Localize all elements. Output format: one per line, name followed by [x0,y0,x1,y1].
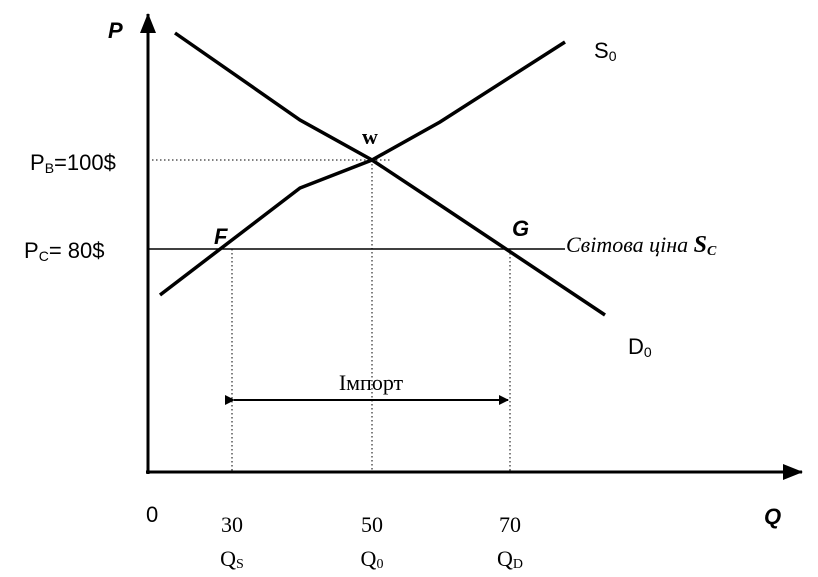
quantity-label: Q0 [361,546,384,572]
import-label: Імпорт [339,370,404,395]
price-subscript: C [39,248,49,264]
quantity-subscript: 0 [376,557,383,572]
quantity-letter: Q [220,546,236,571]
quantity-subscript: S [236,557,244,572]
world-price-text: Світова ціна [566,232,694,257]
quantity-label: QD [497,546,523,572]
price-value: =100$ [54,150,116,175]
world-price-symbol: S [694,232,707,258]
curve-letter: S [594,38,609,63]
quantity-value: 30 [221,512,243,537]
point-label: G [512,216,529,241]
price-subscript: В [45,160,54,176]
demand-curve [174,31,606,317]
price-value: = 80$ [49,238,105,263]
curve-letter: D [628,334,644,359]
price-letter: P [24,238,39,263]
quantity-subscript: D [513,557,523,572]
price-label: PВ=100$ [30,150,116,176]
origin-label: 0 [146,502,158,527]
world-price-subscript: C [707,244,717,259]
price-letter: P [30,150,45,175]
y-axis-label: P [108,18,123,43]
point-label: w [362,124,378,149]
world-price-label: Світова ціна SC [566,232,717,259]
x-axis-label: Q [764,504,781,529]
quantity-letter: Q [361,546,377,571]
point-label: F [214,224,228,249]
quantity-label: QS [220,546,244,572]
price-label: PC= 80$ [24,238,104,264]
supply-curve [158,40,566,297]
demand-label: D0 [628,334,652,360]
curve-subscript: 0 [609,48,617,64]
curve-subscript: 0 [644,344,652,360]
quantity-value: 50 [361,512,383,537]
quantity-value: 70 [499,512,521,537]
supply-label: S0 [594,38,617,64]
quantity-letter: Q [497,546,513,571]
